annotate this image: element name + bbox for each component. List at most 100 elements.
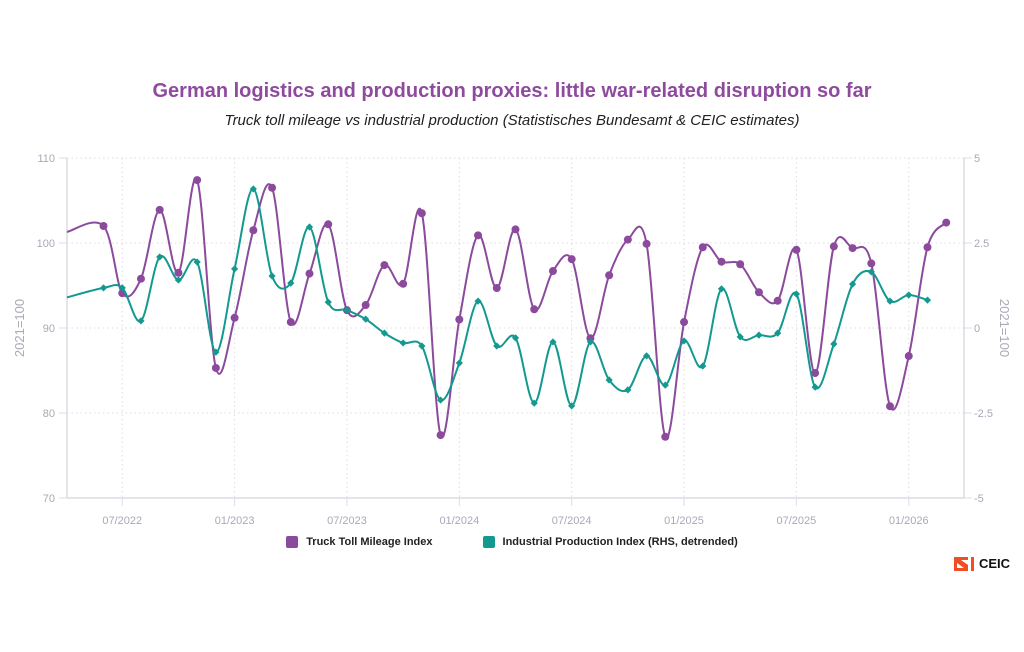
industrial-production-point[interactable] [118, 284, 126, 292]
industrial-production-point[interactable] [511, 334, 520, 342]
industrial-production-point[interactable] [268, 272, 276, 280]
truck-toll-point[interactable] [155, 205, 164, 214]
truck-toll-point[interactable] [698, 243, 707, 252]
x-tick-label: 07/2023 [327, 515, 367, 527]
truck-toll-point[interactable] [773, 296, 782, 305]
truck-toll-point[interactable] [736, 260, 745, 269]
truck-toll-point[interactable] [867, 259, 876, 268]
legend-item-truck[interactable]: Truck Toll Mileage Index [286, 536, 433, 548]
truck-toll-point[interactable] [811, 369, 820, 378]
truck-toll-point[interactable] [399, 279, 408, 288]
truck-toll-point[interactable] [829, 242, 838, 251]
truck-toll-point[interactable] [268, 183, 277, 192]
industrial-production-point[interactable] [193, 258, 201, 266]
industrial-production-point[interactable] [324, 298, 332, 306]
industrial-production-point[interactable] [343, 306, 351, 314]
industrial-production-point[interactable] [605, 376, 613, 384]
industrial-production-point[interactable] [436, 396, 445, 404]
truck-toll-point[interactable] [567, 255, 576, 264]
truck-toll-point[interactable] [99, 222, 108, 230]
truck-toll-point[interactable] [305, 269, 314, 278]
chart-title: German logistics and production proxies:… [152, 80, 872, 102]
industrial-production-point[interactable] [774, 329, 782, 337]
industrial-production-point[interactable] [905, 291, 913, 299]
truck-toll-point[interactable] [474, 231, 483, 240]
industrial-production-point[interactable] [380, 329, 389, 337]
industrial-production-point[interactable] [231, 265, 239, 273]
industrial-production-point[interactable] [867, 268, 875, 276]
industrial-production-point[interactable] [792, 290, 800, 298]
truck-toll-point[interactable] [361, 301, 370, 310]
truck-toll-point[interactable] [511, 225, 520, 234]
truck-toll-point[interactable] [717, 257, 726, 266]
truck-toll-point[interactable] [174, 268, 183, 277]
truck-toll-point[interactable] [230, 313, 239, 322]
truck-toll-point[interactable] [530, 305, 539, 314]
industrial-production-point[interactable] [886, 297, 894, 305]
truck-toll-point[interactable] [324, 220, 333, 229]
truck-toll-point[interactable] [904, 352, 913, 361]
industrial-production-point[interactable] [923, 296, 932, 304]
legend: Truck Toll Mileage Index Industrial Prod… [0, 536, 1024, 548]
truck-toll-point[interactable] [623, 235, 632, 244]
truck-toll-point[interactable] [492, 284, 501, 293]
truck-toll-point[interactable] [380, 261, 389, 270]
industrial-production-point[interactable] [717, 285, 726, 293]
industrial-production-point[interactable] [137, 317, 145, 325]
truck-toll-point[interactable] [792, 245, 801, 254]
truck-toll-point[interactable] [848, 244, 857, 253]
truck-toll-point[interactable] [211, 363, 220, 372]
industrial-production-point[interactable] [174, 276, 183, 284]
industrial-production-point[interactable] [287, 279, 295, 287]
industrial-production-point[interactable] [661, 381, 669, 389]
industrial-production-point[interactable] [99, 284, 108, 292]
industrial-production-point[interactable] [811, 383, 819, 391]
truck-toll-point[interactable] [193, 176, 202, 185]
x-tick-label: 01/2024 [439, 515, 479, 527]
industrial-production-line [66, 187, 928, 407]
truck-toll-point[interactable] [942, 218, 951, 227]
industrial-production-point[interactable] [249, 185, 257, 193]
truck-toll-point[interactable] [548, 267, 557, 276]
truck-toll-point[interactable] [455, 315, 464, 324]
truck-toll-point[interactable] [754, 288, 763, 297]
industrial-production-point[interactable] [848, 280, 857, 288]
truck-toll-point[interactable] [417, 209, 426, 218]
industrial-production-point[interactable] [755, 331, 763, 339]
industrial-production-point[interactable] [549, 338, 557, 346]
industrial-production-point[interactable] [699, 362, 707, 370]
industrial-production-point[interactable] [680, 337, 688, 345]
industrial-production-point[interactable] [493, 342, 501, 350]
truck-toll-point[interactable] [286, 318, 295, 327]
industrial-production-point[interactable] [156, 253, 164, 261]
industrial-production-point[interactable] [530, 399, 538, 407]
truck-toll-point[interactable] [586, 334, 595, 343]
truck-toll-point[interactable] [661, 432, 670, 441]
legend-label-truck: Truck Toll Mileage Index [306, 536, 433, 548]
truck-toll-point[interactable] [249, 226, 258, 235]
legend-item-production[interactable]: Industrial Production Index (RHS, detren… [482, 536, 738, 548]
truck-toll-point[interactable] [923, 243, 932, 252]
industrial-production-point[interactable] [642, 352, 651, 360]
industrial-production-point[interactable] [830, 340, 838, 348]
truck-toll-point[interactable] [680, 318, 689, 327]
truck-toll-point[interactable] [136, 274, 145, 283]
truck-toll-point[interactable] [436, 431, 445, 440]
industrial-production-point[interactable] [455, 359, 463, 367]
industrial-production-point[interactable] [399, 339, 407, 347]
industrial-production-point[interactable] [362, 315, 370, 323]
industrial-production-point[interactable] [305, 223, 314, 231]
y2-tick-label: 5 [974, 153, 980, 165]
industrial-production-point[interactable] [212, 348, 220, 356]
industrial-production-point[interactable] [736, 333, 744, 341]
industrial-production-point[interactable] [586, 338, 595, 346]
industrial-production-point[interactable] [474, 297, 482, 305]
industrial-production-point[interactable] [624, 386, 632, 394]
truck-toll-point[interactable] [886, 402, 895, 411]
industrial-production-point[interactable] [568, 402, 576, 410]
industrial-production-point[interactable] [418, 342, 426, 350]
truck-toll-point[interactable] [605, 271, 614, 280]
y-tick-label: 80 [43, 408, 55, 420]
truck-toll-point[interactable] [642, 239, 651, 248]
